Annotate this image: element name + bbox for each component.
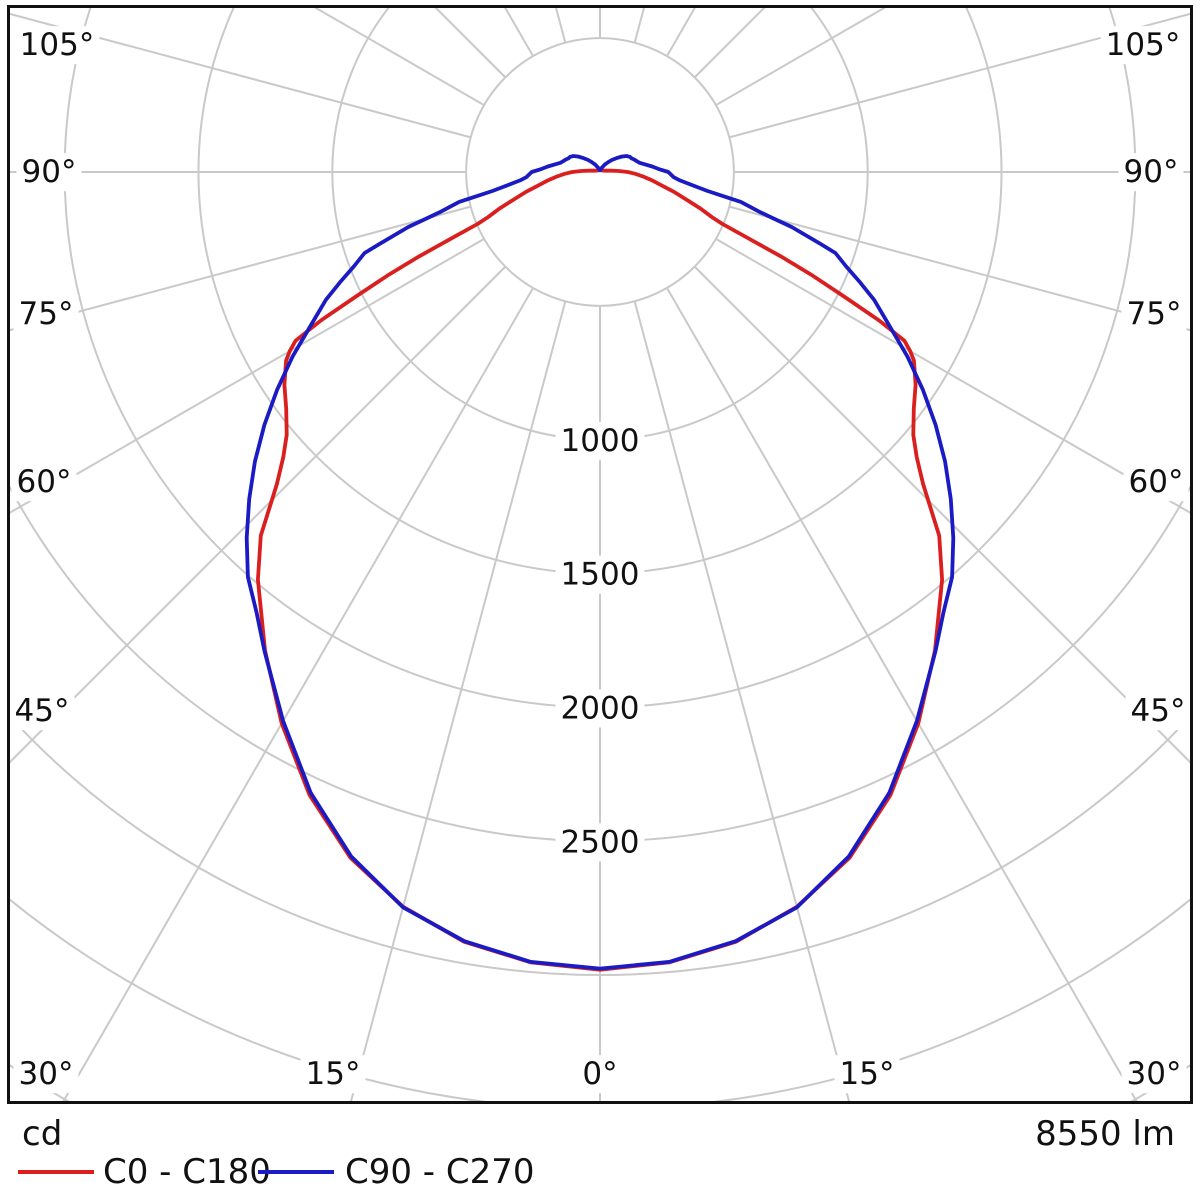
angle-label-7-bg [577,1055,623,1094]
angle-label-5: 30° [19,1056,74,1092]
angle-label-14: 105° [1106,27,1181,63]
grid-spoke-105 [729,12,1190,139]
angle-label-9: 30° [1127,1056,1182,1092]
luminous-flux-label: 8550 lm [1035,1114,1175,1154]
angle-label-3-bg [11,463,77,502]
grid-spoke-345 [350,301,567,1101]
grid-labels: 105° 90° 75° 60° 45° 30° 15° 0° 15° 30° 45° 60° 75° 9… [9,26,1191,1094]
grid-spoke-330 [62,287,534,1101]
grid-spoke-300 [10,238,485,514]
angle-label-1-bg [16,153,82,192]
angle-label-2-bg [13,295,79,334]
angle-label-6: 15° [306,1056,361,1092]
radial-label-2000-bg [555,689,645,728]
radial-label-2000: 2000 [561,691,640,727]
angle-label-2: 75° [19,296,74,332]
angle-label-5-bg [13,1055,79,1094]
angle-label-0-bg [14,26,100,65]
radial-label-2500: 2500 [561,824,640,860]
grid-spoke-45 [693,265,1190,764]
unit-label: cd [22,1114,63,1154]
angle-label-11: 60° [1129,464,1184,500]
radial-label-1000: 1000 [561,423,640,459]
angle-label-9-bg [1121,1055,1187,1094]
angle-label-8: 15° [840,1056,895,1092]
radial-label-1500-bg [555,555,645,594]
grid-spoke-285 [10,205,471,332]
grid-spoke-30 [666,287,1138,1101]
radial-label-2500-bg [555,823,645,862]
grid-spoke-15 [633,301,850,1101]
angle-label-11-bg [1123,463,1189,502]
angle-label-12: 75° [1127,296,1182,332]
legend-line-c0-c180 [18,1170,94,1174]
intensity-curves [244,154,956,972]
legend-line-c90-c270 [258,1170,334,1174]
legend-label-c90-c270: C90 - C270 [345,1152,535,1192]
angle-label-10: 45° [1131,693,1186,729]
angle-label-3: 60° [17,464,72,500]
grid-spoke-75 [729,205,1190,332]
curve-c90-c270 [244,154,956,971]
grid-spoke-315 [10,265,507,764]
angle-label-4: 45° [15,693,70,729]
angle-label-0: 105° [20,27,95,63]
grid-spoke-60 [715,238,1190,514]
angle-label-13: 90° [1124,154,1179,190]
radial-label-1500: 1500 [561,557,640,593]
grid-spoke-255 [10,12,471,139]
angle-label-14-bg [1100,26,1186,65]
legend-label-c0-c180: C0 - C180 [103,1152,271,1192]
angle-label-12-bg [1121,295,1187,334]
radial-label-1000-bg [555,421,645,460]
angle-label-6-bg [300,1055,366,1094]
plot-frame [7,5,1193,1104]
angle-label-7: 0° [582,1056,617,1092]
angle-label-1: 90° [22,154,77,190]
angle-label-13-bg [1118,153,1184,192]
angle-label-8-bg [834,1055,900,1094]
angle-label-4-bg [9,692,75,731]
angle-label-10-bg [1125,692,1191,731]
